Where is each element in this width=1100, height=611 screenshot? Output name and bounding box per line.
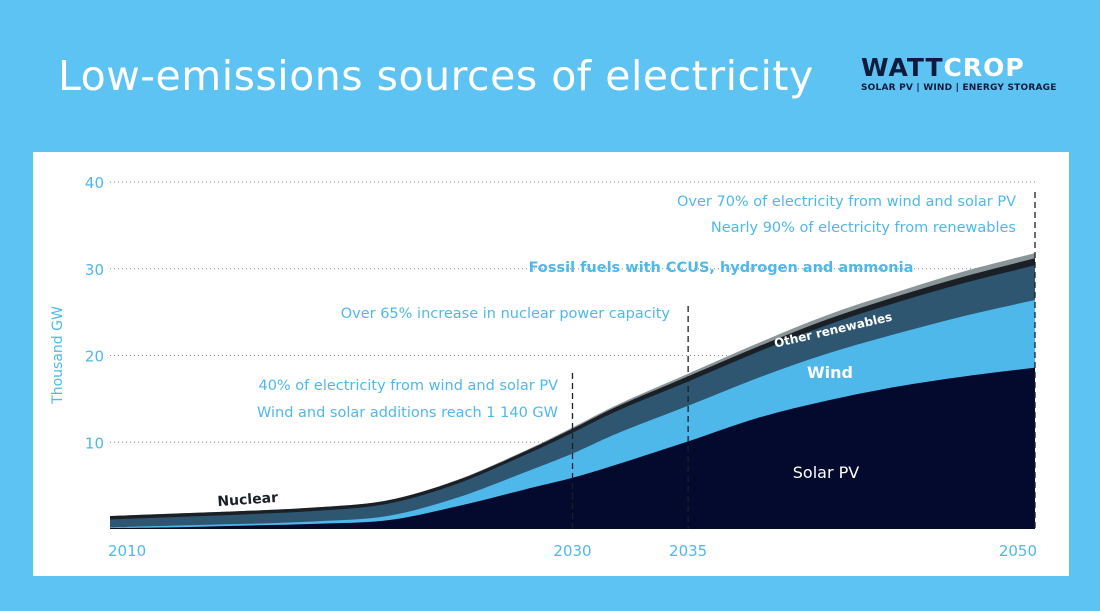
annotation-2030-line2: Wind and solar additions reach 1 140 GW <box>257 405 558 421</box>
area-layers <box>110 253 1035 529</box>
logo-word-part1: WATT <box>861 53 944 82</box>
logo-wordmark: WATTCROP <box>861 54 1057 82</box>
milestone-lines <box>571 192 1036 529</box>
area-solar-pv <box>110 367 1035 529</box>
y-axis-label: Thousand GW <box>50 306 66 405</box>
annotation-2050-line2: Nearly 90% of electricity from renewable… <box>711 220 1016 236</box>
series-label-wind: Wind <box>807 363 853 382</box>
logo-word-part2: CROP <box>943 53 1025 82</box>
logo-tagline: SOLAR PV | WIND | ENERGY STORAGE <box>861 83 1057 93</box>
y-tick-label-40: 40 <box>85 174 104 192</box>
y-tick-label-20: 20 <box>85 348 104 366</box>
series-labels: Solar PV Wind Other renewables Nuclear F… <box>217 260 913 510</box>
annotation-2035-line1: Over 65% increase in nuclear power capac… <box>341 306 671 322</box>
brand-logo: WATTCROP SOLAR PV | WIND | ENERGY STORAG… <box>861 54 1057 94</box>
series-label-solar-pv: Solar PV <box>793 463 860 482</box>
series-label-fossil-ccus: Fossil fuels with CCUS, hydrogen and amm… <box>529 260 914 276</box>
x-tick-label-2010: 2010 <box>108 542 146 560</box>
y-tick-label-10: 10 <box>85 434 104 452</box>
x-tick-label-2050: 2050 <box>999 542 1037 560</box>
annotation-2030-line1: 40% of electricity from wind and solar P… <box>258 378 558 394</box>
annotation-2050-line1: Over 70% of electricity from wind and so… <box>677 194 1016 210</box>
page-title: Low-emissions sources of electricity <box>58 52 814 100</box>
x-tick-label-2030: 2030 <box>553 542 591 560</box>
series-label-nuclear: Nuclear <box>217 490 279 510</box>
y-tick-label-30: 30 <box>85 261 104 279</box>
x-tick-label-2035: 2035 <box>669 542 707 560</box>
milestone-annotations: 40% of electricity from wind and solar P… <box>257 194 1016 421</box>
